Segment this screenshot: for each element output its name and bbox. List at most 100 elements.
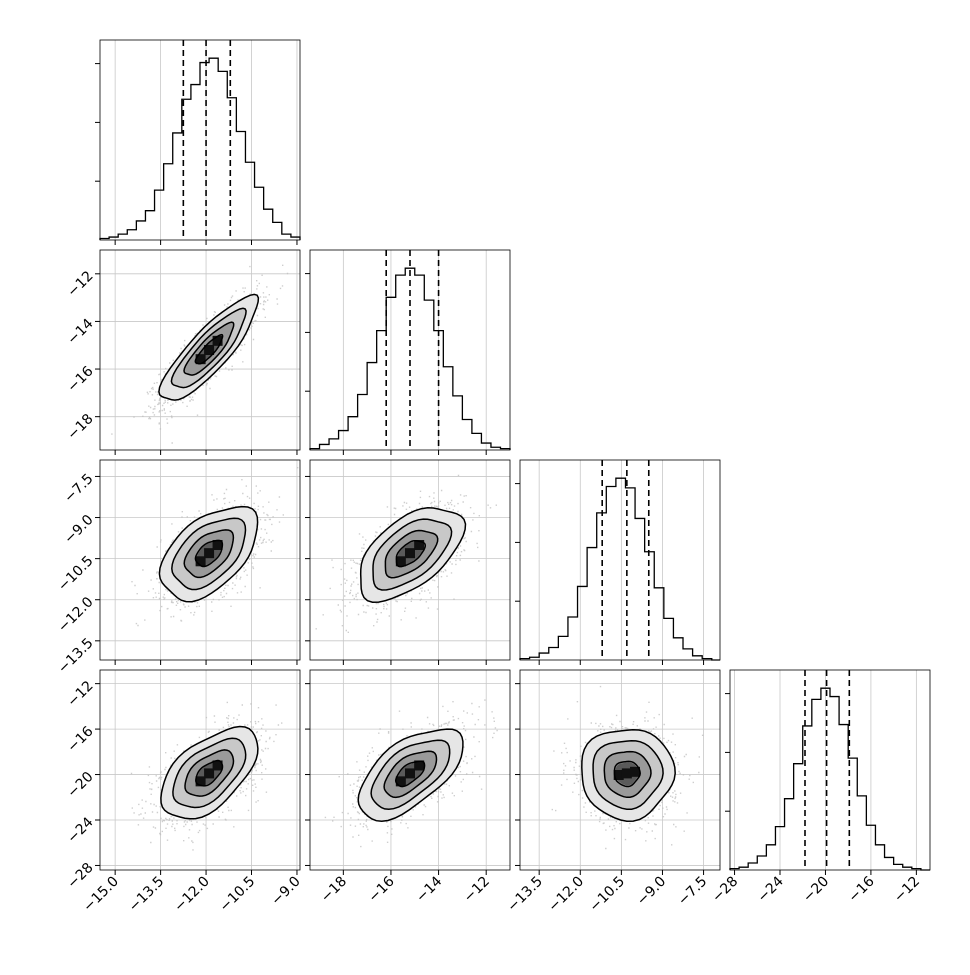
x-tick-label: −16 bbox=[366, 873, 398, 905]
panel-frame bbox=[309, 249, 511, 451]
contour-line bbox=[158, 293, 260, 401]
contour-line bbox=[171, 517, 247, 591]
x-tick-label: −12.0 bbox=[171, 874, 213, 916]
density-bin bbox=[395, 556, 406, 567]
density-core bbox=[195, 540, 223, 567]
scatter-panel-1-0: −18 −16 −14 −12 bbox=[64, 249, 301, 455]
panel-frame bbox=[519, 669, 721, 871]
x-tick-label: −7.5 bbox=[675, 874, 710, 909]
density-bin bbox=[414, 760, 425, 771]
y-tick-label: −10.5 bbox=[55, 553, 97, 595]
x-tick-label: −13.5 bbox=[504, 874, 546, 916]
histogram-step bbox=[99, 57, 301, 240]
contour-line bbox=[383, 750, 438, 799]
density-bin bbox=[405, 548, 415, 559]
contour-line bbox=[357, 728, 464, 823]
panel-content bbox=[131, 467, 299, 627]
histogram-panel-2 bbox=[515, 459, 721, 665]
x-tick-label: −12.0 bbox=[545, 874, 587, 916]
density-core bbox=[395, 540, 425, 567]
density-bin bbox=[195, 776, 206, 787]
scatter-panel-2-0: −13.5−12.0−10.5 −9.0 −7.5 bbox=[55, 459, 301, 677]
panel-content bbox=[130, 701, 283, 851]
y-tick-label: −12.0 bbox=[55, 594, 97, 636]
density-core bbox=[613, 766, 640, 780]
x-tick-label: −12 bbox=[891, 874, 923, 906]
x-tick-label: −12 bbox=[461, 874, 493, 906]
y-tick-label: −9.0 bbox=[61, 512, 96, 547]
density-bin bbox=[405, 768, 415, 779]
y-tick-label: −16 bbox=[64, 723, 96, 755]
density-core bbox=[195, 335, 223, 365]
x-tick-label: −28 bbox=[709, 874, 741, 906]
density-core bbox=[395, 760, 425, 787]
y-tick-label: −12 bbox=[64, 268, 96, 300]
x-tick-label: −20 bbox=[800, 874, 832, 906]
histogram-panel-0 bbox=[95, 39, 301, 245]
density-bin bbox=[204, 768, 215, 779]
y-tick-label: −28 bbox=[64, 860, 96, 892]
y-tick-label: −7.5 bbox=[61, 471, 96, 506]
histogram-panel-1 bbox=[305, 249, 511, 455]
density-bin bbox=[212, 540, 223, 550]
x-tick-label: −9.0 bbox=[268, 874, 303, 909]
panel-frame bbox=[99, 39, 301, 241]
panel-content bbox=[551, 685, 704, 850]
contour-line bbox=[172, 737, 247, 809]
panel-content bbox=[111, 264, 289, 444]
panel-content bbox=[324, 699, 498, 848]
contour-line bbox=[184, 749, 235, 797]
contour-line bbox=[370, 739, 451, 811]
density-bin bbox=[613, 770, 624, 780]
density-bin bbox=[195, 354, 206, 365]
panel-frame bbox=[519, 459, 721, 661]
x-tick-label: −9.0 bbox=[634, 874, 669, 909]
panel-frame bbox=[99, 459, 301, 661]
contour-line bbox=[384, 529, 439, 579]
density-bin bbox=[414, 540, 425, 550]
density-core bbox=[195, 760, 223, 787]
histogram-step bbox=[519, 477, 720, 661]
panel-frame bbox=[99, 249, 301, 451]
x-tick-label: −10.5 bbox=[587, 874, 629, 916]
x-tick-label: −16 bbox=[846, 873, 878, 905]
scatter-panel-3-0: −15.0 −13.5 −12.0 −10.5 −9.0−28−24−20−16−12 bbox=[64, 669, 304, 916]
histogram-step bbox=[729, 687, 930, 871]
contour-line bbox=[359, 507, 467, 603]
contour-line bbox=[183, 529, 235, 579]
histogram-step bbox=[309, 267, 511, 450]
contour-line bbox=[170, 307, 247, 389]
y-tick-label: −12 bbox=[64, 678, 96, 710]
x-tick-label: −14 bbox=[413, 873, 445, 905]
x-tick-label: −18 bbox=[318, 874, 350, 906]
scatter-panel-3-2: −13.5 −12.0 −10.5 −9.0 −7.5 bbox=[504, 669, 721, 916]
contour-line bbox=[194, 333, 224, 365]
contour-line bbox=[592, 739, 664, 810]
contour-line bbox=[160, 725, 259, 820]
contour-line bbox=[603, 750, 652, 799]
panel-frame bbox=[309, 459, 511, 661]
panel-content bbox=[315, 474, 497, 633]
contour-line bbox=[395, 539, 427, 568]
y-tick-label: −16 bbox=[64, 363, 96, 395]
histogram-panel-3: −28 −24 −20 −16 −12 bbox=[709, 669, 931, 906]
panel-frame bbox=[729, 669, 931, 871]
contour-line bbox=[581, 729, 676, 822]
panel-frame bbox=[99, 669, 301, 871]
contour-line bbox=[195, 759, 224, 787]
y-tick-label: −18 bbox=[64, 411, 96, 443]
contour-line bbox=[372, 518, 453, 591]
panel-frame bbox=[309, 669, 511, 871]
y-tick-label: −14 bbox=[64, 316, 96, 348]
contour-line bbox=[394, 760, 426, 788]
density-bin bbox=[630, 766, 640, 777]
contour-line bbox=[613, 760, 641, 788]
y-tick-label: −24 bbox=[64, 814, 96, 846]
density-bin bbox=[212, 760, 223, 771]
density-bin bbox=[204, 345, 215, 355]
density-bin bbox=[204, 548, 215, 559]
contour-line bbox=[194, 539, 224, 568]
scatter-panel-3-1: −18 −16 −14 −12 bbox=[305, 669, 511, 906]
